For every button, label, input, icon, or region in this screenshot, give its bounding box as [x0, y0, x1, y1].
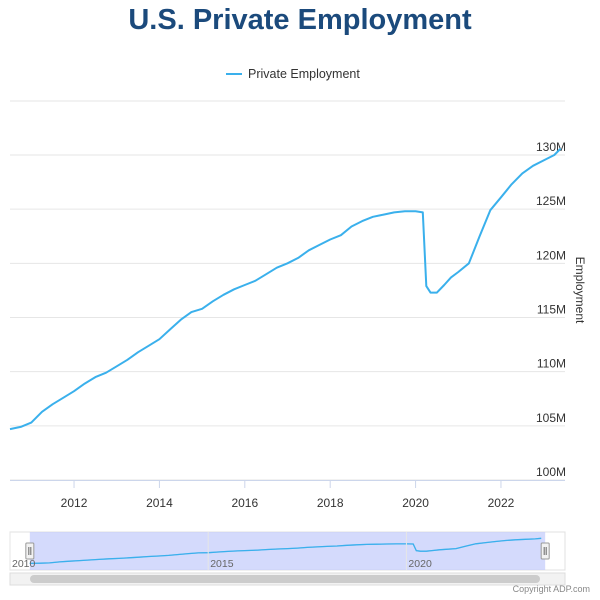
y-tick-label: 120M [536, 248, 566, 262]
x-tick-label: 2020 [402, 496, 429, 510]
y-tick-label: 110M [537, 357, 566, 371]
navigator-handle-left[interactable] [25, 542, 35, 560]
x-tick-label: 2022 [488, 496, 515, 510]
y-tick-label: 125M [536, 194, 566, 208]
x-tick-label: 2012 [61, 496, 88, 510]
legend-label: Private Employment [248, 67, 360, 81]
navigator-selection[interactable] [29, 532, 546, 570]
navigator-x-label: 2010 [12, 558, 36, 570]
y-tick-label: 115M [537, 303, 566, 317]
y-tick-label: 105M [536, 411, 566, 425]
y-tick-label: 130M [536, 140, 566, 154]
x-tick-label: 2016 [231, 496, 258, 510]
x-tick-label: 2014 [146, 496, 173, 510]
navigator-x-label: 2015 [210, 558, 234, 570]
legend-line-icon [226, 73, 242, 75]
chart-title: U.S. Private Employment [128, 4, 472, 36]
navigator-x-label: 2020 [408, 558, 432, 570]
x-tick-label: 2018 [317, 496, 344, 510]
y-axis-title: Employment [573, 257, 587, 324]
series-line-private-employment[interactable] [9, 147, 562, 431]
scrollbar-thumb[interactable] [30, 575, 540, 583]
legend-item[interactable]: Private Employment [226, 65, 360, 83]
navigator-series-line-over [29, 537, 542, 565]
navigator-handle-right[interactable] [540, 542, 550, 560]
y-tick-label: 100M [536, 465, 566, 479]
copyright-text: Copyright ADP.com [512, 584, 590, 594]
